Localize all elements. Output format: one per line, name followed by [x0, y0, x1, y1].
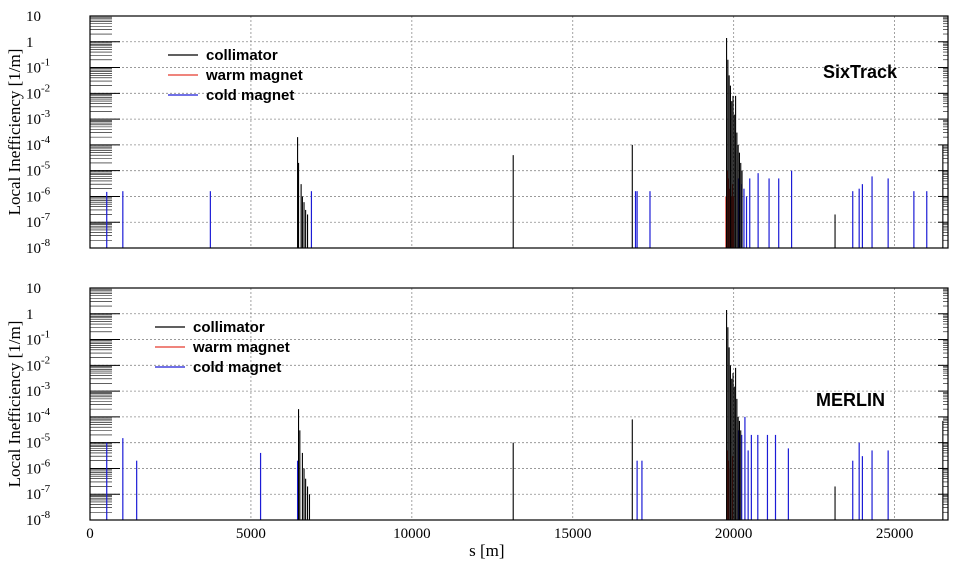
y-tick-label: 10-3: [26, 108, 51, 128]
series-collimator: [297, 38, 944, 248]
y-tick-label: 10-7: [26, 483, 51, 503]
y-tick-label: 1: [26, 307, 34, 323]
y-axis-title: Local Inefficiency [1/m]: [5, 321, 24, 488]
y-axis-title: Local Inefficiency [1/m]: [5, 49, 24, 216]
y-tick-label: 10-5: [26, 160, 51, 180]
legend-label: collimator: [206, 47, 278, 64]
x-tick-label: 15000: [554, 526, 592, 542]
plot-frame: [89, 287, 949, 521]
x-tick-label: 20000: [715, 526, 753, 542]
legend-label: warm magnet: [192, 339, 290, 356]
legend-label: cold magnet: [193, 359, 281, 376]
y-tick-label: 10-8: [26, 509, 51, 529]
x-tick-label: 25000: [876, 526, 914, 542]
y-tick-label: 10-8: [26, 237, 51, 257]
y-tick-label: 10-3: [26, 380, 51, 400]
series-cold-magnet: [106, 170, 928, 248]
y-tick-label: 10-6: [26, 457, 51, 477]
legend: collimator warm magnet cold magnet: [168, 47, 303, 104]
plot-frame: [89, 15, 949, 249]
legend-label: collimator: [193, 319, 265, 336]
y-tick-label: 10-1: [26, 329, 50, 349]
y-tick-label: 10-4: [26, 134, 51, 154]
y-tick-label: 10-1: [26, 57, 50, 77]
x-tick-label: 0: [86, 526, 94, 542]
series-collimator: [297, 310, 944, 520]
y-tick-label: 10-6: [26, 185, 51, 205]
y-tick-label: 10-7: [26, 211, 51, 231]
code-label: SixTrack: [823, 62, 898, 82]
x-axis-title: s [m]: [469, 541, 504, 560]
y-tick-label: 10-2: [26, 354, 50, 374]
legend-label: cold magnet: [206, 87, 294, 104]
y-tick-label: 10: [26, 281, 41, 297]
y-tick-label: 10-4: [26, 406, 51, 426]
legend-label: warm magnet: [205, 67, 303, 84]
series-warm-magnet: [725, 170, 735, 248]
y-tick-label: 1: [26, 35, 34, 51]
x-tick-label: 10000: [393, 526, 431, 542]
y-tick-label: 10-5: [26, 432, 51, 452]
code-label: MERLIN: [816, 390, 885, 410]
panel-merlin: 10 1 10-1 10-2 10-3 10-4 10-5 10-6 10-7 10-8 Local…: [5, 281, 949, 560]
y-tick-label: 10: [26, 9, 41, 25]
y-tick-label: 10-2: [26, 82, 50, 102]
series-cold-magnet: [106, 416, 889, 520]
legend: collimator warm magnet cold magnet: [155, 319, 290, 376]
x-tick-label: 5000: [236, 526, 266, 542]
panel-sixtrack: 10 1 10-1 10-2 10-3 10-4 10-5 10-6 10-7 10-8 Local…: [5, 9, 949, 257]
